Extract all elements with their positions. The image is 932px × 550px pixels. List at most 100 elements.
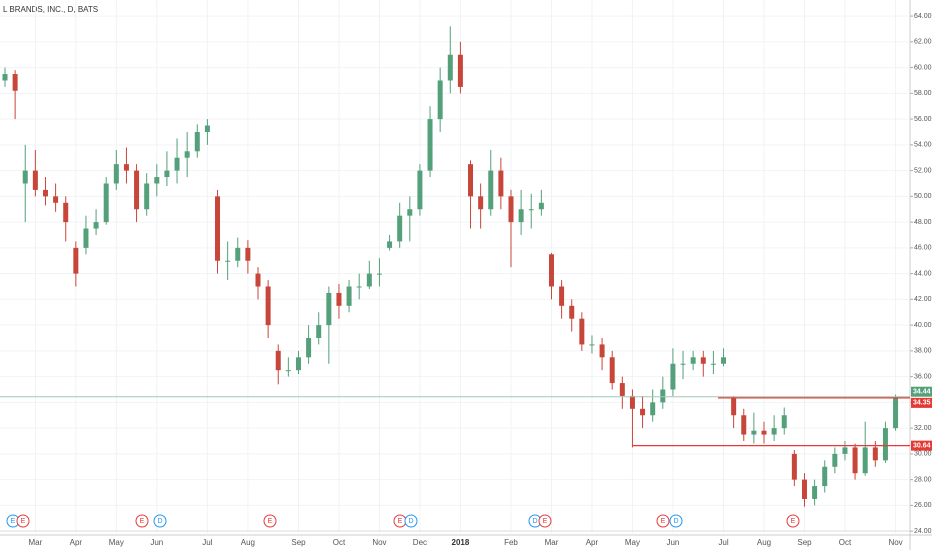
event-label[interactable]: E bbox=[268, 518, 273, 525]
event-label[interactable]: E bbox=[661, 518, 666, 525]
price-badge-label: 34.35 bbox=[913, 400, 931, 407]
x-tick-label: Nov bbox=[372, 538, 386, 547]
candle-body bbox=[12, 74, 18, 91]
candle-body bbox=[548, 254, 554, 287]
candle-body bbox=[356, 286, 362, 288]
y-tick-label: 48.00 bbox=[914, 219, 932, 226]
candle-body bbox=[761, 430, 767, 435]
y-tick-label: 28.00 bbox=[914, 476, 932, 483]
candle-body bbox=[650, 402, 656, 416]
event-marker bbox=[669, 514, 683, 528]
candle-body bbox=[832, 453, 838, 467]
x-tick-label: Apr bbox=[586, 538, 599, 547]
event-label[interactable]: E bbox=[791, 518, 796, 525]
y-tick-label: 40.00 bbox=[914, 322, 932, 329]
x-tick-label: Sep bbox=[797, 538, 812, 547]
candle-body bbox=[791, 453, 797, 480]
x-tick-label: 2018 bbox=[452, 538, 470, 547]
event-label[interactable]: D bbox=[673, 518, 678, 525]
candle-body bbox=[174, 157, 180, 171]
candle-body bbox=[134, 170, 140, 210]
event-marker bbox=[263, 514, 277, 528]
event-marker bbox=[656, 514, 670, 528]
y-tick-label: 54.00 bbox=[914, 142, 932, 149]
candle-body bbox=[53, 196, 59, 203]
x-tick-label: Jun bbox=[666, 538, 679, 547]
candle-body bbox=[397, 215, 403, 242]
candle-body bbox=[670, 363, 676, 390]
candle-body bbox=[255, 273, 261, 287]
x-tick-label: May bbox=[625, 538, 640, 547]
event-label[interactable]: D bbox=[532, 518, 537, 525]
event-marker bbox=[786, 514, 800, 528]
chart-title: L BRANDS, INC., D, BATS bbox=[3, 5, 98, 14]
candle-body bbox=[741, 415, 747, 435]
x-tick-label: Feb bbox=[504, 538, 518, 547]
x-tick-label: Jul bbox=[202, 538, 212, 547]
event-label[interactable]: D bbox=[408, 518, 413, 525]
price-badge bbox=[911, 386, 932, 397]
candle-body bbox=[326, 292, 332, 326]
candle-body bbox=[103, 183, 109, 223]
candle-body bbox=[32, 170, 38, 190]
candle-body bbox=[387, 241, 393, 248]
event-label[interactable]: E bbox=[398, 518, 403, 525]
candle-body bbox=[569, 305, 575, 319]
candle-body bbox=[893, 397, 899, 429]
x-tick-label: Apr bbox=[70, 538, 83, 547]
candle-body bbox=[710, 363, 716, 365]
x-tick-label: Dec bbox=[413, 538, 427, 547]
y-tick-label: 52.00 bbox=[914, 167, 932, 174]
candle-body bbox=[22, 170, 28, 184]
candle-body bbox=[113, 164, 119, 184]
x-tick-label: Oct bbox=[333, 538, 346, 547]
candle-body bbox=[660, 389, 666, 403]
y-tick-label: 38.00 bbox=[914, 348, 932, 355]
x-tick-label: May bbox=[109, 538, 124, 547]
candle-body bbox=[468, 164, 474, 197]
event-label[interactable]: D bbox=[157, 518, 162, 525]
candle-body bbox=[295, 357, 301, 371]
candle-body bbox=[852, 447, 858, 474]
candle-body bbox=[265, 286, 271, 326]
event-label[interactable]: E bbox=[11, 518, 16, 525]
candle-body bbox=[771, 428, 777, 435]
event-label[interactable]: E bbox=[140, 518, 145, 525]
x-tick-label: Mar bbox=[545, 538, 559, 547]
x-tick-label: Mar bbox=[28, 538, 42, 547]
candle-body bbox=[184, 151, 190, 158]
candle-body bbox=[579, 318, 585, 345]
candle-body bbox=[862, 447, 868, 474]
candle-body bbox=[204, 125, 210, 132]
candle-body bbox=[2, 74, 8, 81]
y-tick-label: 24.00 bbox=[914, 528, 932, 535]
candle-body bbox=[63, 202, 69, 223]
candle-body bbox=[42, 189, 48, 197]
price-badge bbox=[911, 397, 932, 408]
candle-body bbox=[346, 286, 352, 306]
candle-body bbox=[225, 260, 231, 262]
event-label[interactable]: E bbox=[543, 518, 548, 525]
candle-body bbox=[589, 344, 595, 346]
candle-body bbox=[488, 170, 494, 210]
candle-body bbox=[154, 177, 160, 184]
candle-body bbox=[528, 209, 534, 211]
candle-body bbox=[215, 196, 221, 261]
candle-body bbox=[882, 428, 888, 461]
event-marker bbox=[404, 514, 418, 528]
candle-body bbox=[619, 383, 625, 396]
candle-body bbox=[629, 395, 635, 409]
candle-body bbox=[427, 119, 433, 171]
event-label[interactable]: E bbox=[21, 518, 26, 525]
candle-body bbox=[306, 337, 312, 358]
candle-body bbox=[478, 196, 484, 210]
event-marker bbox=[135, 514, 149, 528]
y-tick-label: 32.00 bbox=[914, 425, 932, 432]
candle-body bbox=[83, 228, 89, 248]
candle-body bbox=[640, 408, 646, 416]
candle-body bbox=[275, 350, 281, 371]
x-tick-label: Aug bbox=[757, 538, 771, 547]
candle-body bbox=[235, 247, 241, 261]
y-tick-label: 64.00 bbox=[914, 13, 932, 20]
